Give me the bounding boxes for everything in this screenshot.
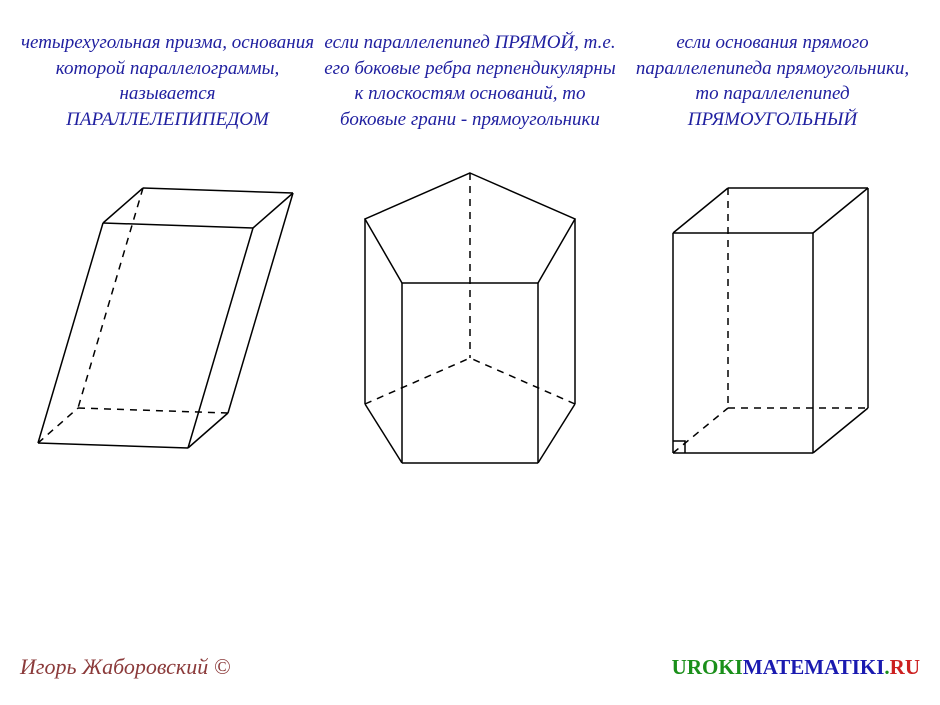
shape-oblique-parallelepiped [23, 163, 313, 478]
site-part-matematiki: MATEMATIKI [743, 655, 885, 679]
column-1: четырехугольная призма, основания которо… [20, 30, 315, 478]
column-3: если основания прямого параллелепипеда п… [625, 30, 920, 478]
columns-container: четырехугольная призма, основания которо… [0, 0, 940, 478]
column-2: если параллелепипед ПРЯМОЙ, т.е. его бок… [323, 30, 618, 478]
site-part-uroki: UROKI [672, 655, 743, 679]
footer: Игорь Жаборовский © UROKIMATEMATIKI.RU [20, 654, 920, 680]
shape-pentagonal-prism [330, 163, 610, 478]
author-credit: Игорь Жаборовский © [20, 654, 230, 680]
description-2: если параллелепипед ПРЯМОЙ, т.е. его бок… [323, 30, 618, 133]
shape-rectangular-parallelepiped [643, 163, 903, 478]
description-3: если основания прямого параллелепипеда п… [625, 30, 920, 133]
site-part-ru: RU [890, 655, 920, 679]
site-link: UROKIMATEMATIKI.RU [672, 655, 920, 680]
description-1: четырехугольная призма, основания которо… [20, 30, 315, 133]
